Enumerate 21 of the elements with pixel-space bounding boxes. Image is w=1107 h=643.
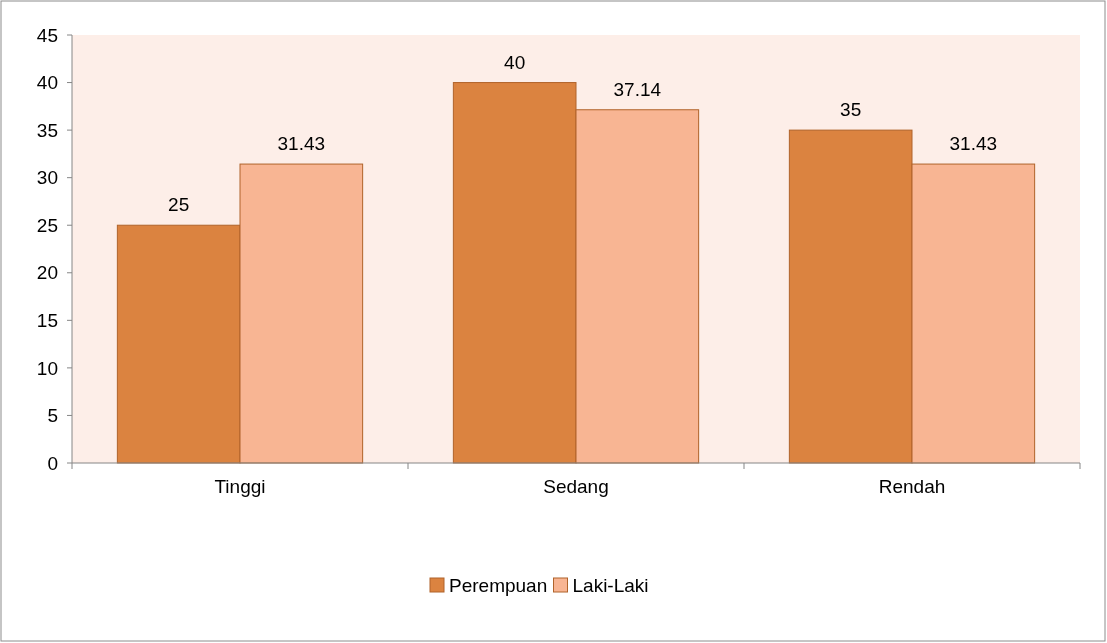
y-tick-label: 0 [47,452,58,474]
y-tick-label: 30 [36,167,58,189]
legend-label: Laki-Laki [572,574,649,596]
y-tick-label: 25 [36,214,58,236]
data-label: 31.43 [949,133,998,155]
y-tick-label: 15 [36,309,58,331]
y-tick-label: 20 [36,262,58,284]
y-tick-label: 40 [36,72,58,94]
data-label: 37.14 [613,78,662,100]
data-label: 31.43 [277,133,326,155]
legend-label: Perempuan [449,574,548,596]
data-label: 35 [840,99,862,121]
data-label: 40 [504,51,526,73]
y-tick-label: 5 [47,405,58,427]
x-tick-label: Rendah [878,476,946,497]
data-label: 25 [168,194,190,216]
y-tick-label: 10 [36,357,58,379]
x-tick-label: Tinggi [214,476,266,497]
x-tick-label: Sedang [543,476,609,497]
y-tick-label: 45 [36,24,58,46]
y-tick-label: 35 [36,119,58,141]
